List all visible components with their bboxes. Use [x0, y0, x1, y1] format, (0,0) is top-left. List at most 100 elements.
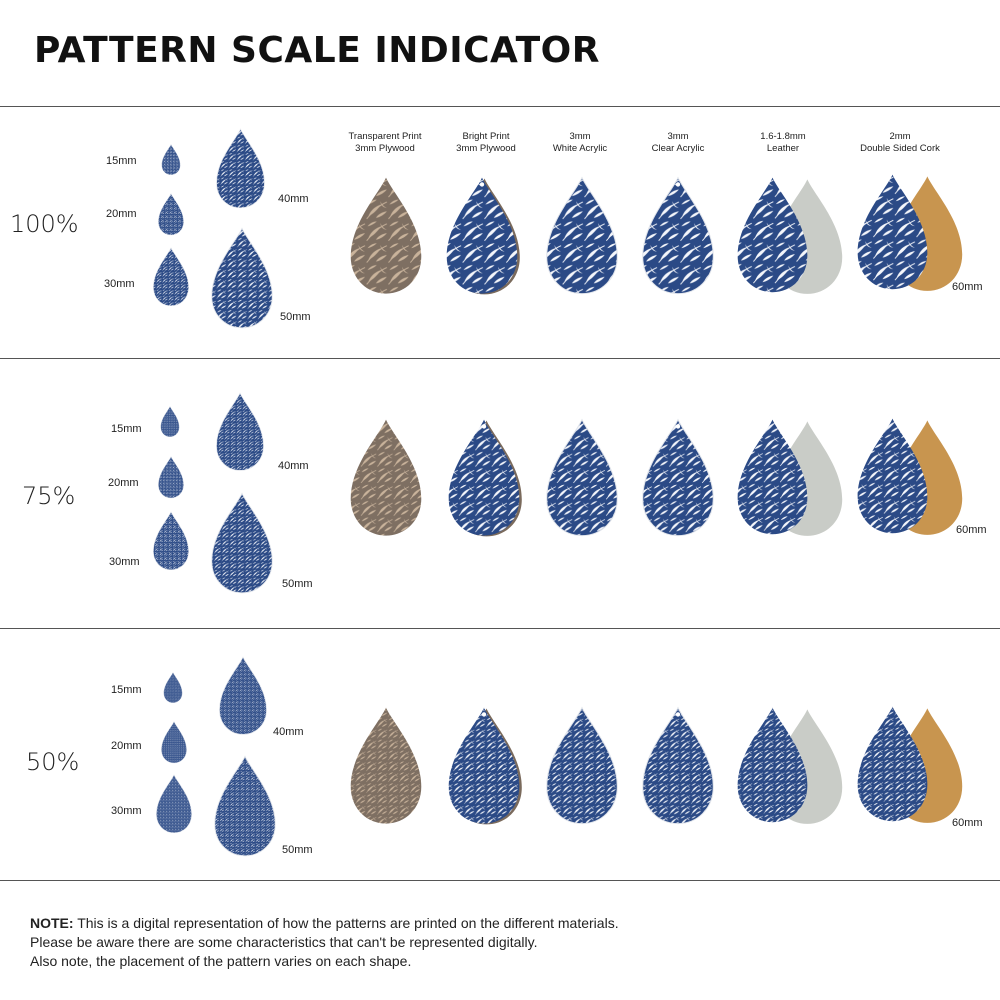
drop-cork-50% [857, 706, 963, 823]
drop-40mm-75% [216, 392, 264, 471]
header-bright-plywood: Bright Print 3mm Plywood [456, 131, 516, 154]
drop-face [350, 419, 422, 536]
size-label-20mm: 20mm [111, 740, 142, 752]
header-cork: 2mm Double Sided Cork [860, 131, 940, 154]
drop-leather-75% [737, 419, 843, 536]
drop-face [642, 176, 714, 295]
size-label-60mm: 60mm [952, 281, 983, 293]
size-label-20mm: 20mm [108, 477, 139, 489]
note-line-1: NOTE: This is a digital representation o… [30, 914, 619, 933]
drop-face [158, 193, 184, 236]
drop-clear-acrylic-50% [642, 706, 714, 825]
size-label-30mm: 30mm [109, 556, 140, 568]
drop-face [211, 492, 273, 594]
scale-section-100: 100% 15mm 20mm 30mm 40mm 50mm 60mm [0, 106, 1000, 358]
drop-leather-50% [737, 707, 843, 824]
drop-face [737, 177, 808, 293]
size-label-15mm: 15mm [106, 155, 137, 167]
drop-clear-acrylic-100% [642, 176, 714, 295]
drop-white-acrylic-50% [546, 706, 618, 825]
drop-bright-plywood-100% [446, 177, 520, 295]
header-white-acrylic: 3mm White Acrylic [552, 131, 608, 154]
drop-face [857, 706, 928, 822]
header-clear-acrylic: 3mm Clear Acrylic [651, 131, 705, 154]
size-label-15mm: 15mm [111, 423, 142, 435]
scale-section-50: 50% 15mm 20mm 30mm 40mm 50mm 60mm [0, 628, 1000, 880]
drop-15mm-75% [160, 406, 180, 437]
size-label-60mm: 60mm [956, 524, 987, 536]
drop-30mm-75% [153, 511, 189, 571]
drop-face [350, 177, 422, 294]
drop-face [158, 456, 184, 499]
drop-face [153, 511, 189, 571]
drop-white-acrylic-75% [546, 418, 618, 537]
size-label-15mm: 15mm [111, 684, 142, 696]
hanging-hole [481, 424, 487, 429]
drop-face [546, 706, 618, 825]
drop-leather-100% [737, 177, 843, 294]
drop-face [642, 706, 714, 825]
hanging-hole [675, 424, 681, 429]
drop-face [161, 721, 187, 764]
note-line-3: Also note, the placement of the pattern … [30, 953, 412, 969]
drop-white-acrylic-100% [546, 176, 618, 295]
size-label-50mm: 50mm [280, 311, 311, 323]
drop-20mm-75% [158, 456, 184, 499]
drop-face [546, 418, 618, 537]
note-line-2: Please be aware there are some character… [30, 934, 538, 950]
drop-face [161, 144, 181, 175]
size-label-30mm: 30mm [111, 805, 142, 817]
size-label-40mm: 40mm [273, 726, 304, 738]
note-text: NOTE: This is a digital representation o… [30, 914, 619, 971]
drop-transparent-plywood-50% [350, 707, 422, 824]
drop-face [211, 227, 273, 329]
drop-face [448, 707, 520, 824]
drop-transparent-plywood-75% [350, 419, 422, 536]
drop-50mm-100% [211, 227, 273, 329]
divider-1 [0, 358, 1000, 359]
note-line-1-text: This is a digital representation of how … [73, 915, 619, 931]
drop-cork-100% [857, 174, 963, 291]
size-label-50mm: 50mm [282, 578, 313, 590]
drop-face [737, 707, 808, 823]
drop-face [857, 418, 928, 534]
drop-15mm-100% [161, 144, 181, 175]
divider-2 [0, 628, 1000, 629]
drop-face [163, 672, 183, 703]
scale-label: 100% [10, 210, 79, 238]
header-leather: 1.6-1.8mm Leather [760, 131, 806, 154]
drop-face [737, 419, 808, 535]
size-label-50mm: 50mm [282, 844, 313, 856]
drop-face [448, 419, 520, 536]
size-label-30mm: 30mm [104, 278, 135, 290]
drop-transparent-plywood-100% [350, 177, 422, 294]
drop-40mm-100% [216, 128, 265, 209]
drop-face [153, 247, 189, 307]
drop-face [216, 392, 264, 471]
hanging-hole [481, 712, 487, 717]
note-bold: NOTE: [30, 915, 74, 931]
drop-20mm-50% [161, 721, 187, 764]
drop-face [219, 656, 267, 735]
divider-bottom [0, 880, 1000, 881]
drop-cork-75% [857, 418, 963, 535]
header-transparent-plywood: Transparent Print 3mm Plywood [348, 131, 422, 154]
drop-15mm-50% [163, 672, 183, 703]
drop-face [857, 174, 928, 290]
scale-label: 50% [26, 748, 80, 776]
drop-50mm-75% [211, 492, 273, 594]
drop-face [546, 176, 618, 295]
hanging-hole [675, 182, 681, 187]
size-label-40mm: 40mm [278, 193, 309, 205]
size-label-40mm: 40mm [278, 460, 309, 472]
drop-30mm-50% [156, 774, 192, 834]
drop-40mm-50% [219, 656, 267, 735]
page-title: PATTERN SCALE INDICATOR [34, 30, 601, 71]
drop-face [350, 707, 422, 824]
divider-top [0, 106, 1000, 107]
drop-face [446, 177, 518, 294]
drop-face [160, 406, 180, 437]
size-label-60mm: 60mm [952, 817, 983, 829]
size-label-20mm: 20mm [106, 208, 137, 220]
drop-face [156, 774, 192, 834]
